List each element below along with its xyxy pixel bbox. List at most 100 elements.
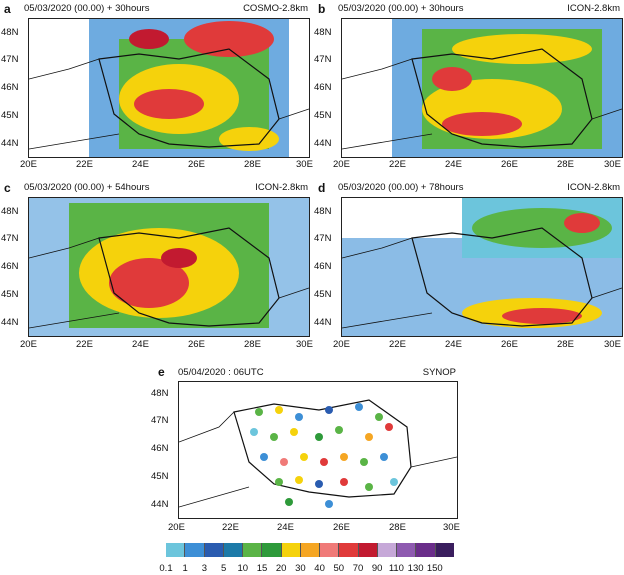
colorbar-label: 20 bbox=[275, 563, 287, 574]
colorbar-label: 0.1 bbox=[159, 563, 173, 574]
panel-c-title: 05/03/2020 (00.00) + 54hours bbox=[24, 182, 150, 193]
colorbar-label: 110 bbox=[388, 563, 404, 574]
panel-e-station-map bbox=[179, 399, 457, 508]
panel-b-lon-20: 20E bbox=[333, 159, 350, 170]
panel-e-lon-22: 22E bbox=[222, 522, 239, 533]
panel-d-letter: d bbox=[318, 181, 326, 195]
panel-b-lon-24: 24E bbox=[445, 159, 462, 170]
panel-e-lat-44: 44N bbox=[151, 499, 169, 510]
panel-e-lat-47: 47N bbox=[151, 415, 169, 426]
panel-e-title: 05/04/2020 : 06UTC bbox=[178, 367, 264, 378]
panel-e-lon-26: 26E bbox=[333, 522, 350, 533]
colorbar-swatch bbox=[435, 543, 454, 557]
panel-b-lat-46: 46N bbox=[314, 82, 332, 93]
panel-a-lat-46: 46N bbox=[1, 82, 19, 93]
colorbar-swatch bbox=[300, 543, 321, 557]
panel-d-lat-44: 44N bbox=[314, 317, 332, 328]
panel-d-lon-20: 20E bbox=[333, 339, 350, 350]
colorbar-swatch bbox=[397, 543, 417, 557]
panel-c-letter: c bbox=[4, 181, 11, 195]
colorbar-swatch bbox=[262, 543, 282, 557]
panel-d-lat-48: 48N bbox=[314, 206, 332, 217]
panel-b-lat-48: 48N bbox=[314, 27, 332, 38]
panel-e-lon-30: 30E bbox=[443, 522, 460, 533]
panel-c-map bbox=[28, 197, 310, 337]
panel-e-lat-45: 45N bbox=[151, 471, 169, 482]
panel-a-lat-48: 48N bbox=[1, 27, 19, 38]
panel-e-lat-46: 46N bbox=[151, 443, 169, 454]
panel-b-lon-30: 30E bbox=[604, 159, 621, 170]
panel-a-lon-20: 20E bbox=[20, 159, 37, 170]
colorbar-label: 150 bbox=[426, 563, 443, 574]
panel-c-lon-24: 24E bbox=[132, 339, 149, 350]
colorbar-swatch bbox=[223, 543, 244, 557]
panel-e-model: SYNOP bbox=[422, 367, 456, 378]
colorbar-swatch bbox=[281, 543, 301, 557]
panel-e-lon-24: 24E bbox=[277, 522, 294, 533]
panel-e-map bbox=[178, 381, 458, 519]
panel-d-map bbox=[341, 197, 623, 337]
colorbar-swatch bbox=[358, 543, 378, 557]
panel-c-precip-field bbox=[29, 198, 309, 336]
panel-d-title: 05/03/2020 (00.00) + 78hours bbox=[338, 182, 464, 193]
panel-a-lon-30: 30E bbox=[296, 159, 313, 170]
panel-d-lon-30: 30E bbox=[604, 339, 621, 350]
colorbar-swatch bbox=[416, 543, 436, 557]
panel-a-letter: a bbox=[4, 2, 11, 16]
panel-b-precip-field bbox=[342, 19, 622, 157]
colorbar-label: 30 bbox=[295, 563, 306, 574]
colorbar-label: 90 bbox=[371, 563, 383, 574]
colorbar-swatch bbox=[166, 543, 186, 557]
panel-b-lat-45: 45N bbox=[314, 110, 332, 121]
colorbar-label: 5 bbox=[220, 563, 227, 574]
panel-d-lon-26: 26E bbox=[501, 339, 518, 350]
panel-c-lon-26: 26E bbox=[188, 339, 205, 350]
panel-c-lon-30: 30E bbox=[296, 339, 313, 350]
panel-e-lat-48: 48N bbox=[151, 388, 169, 399]
panel-c-lon-22: 22E bbox=[76, 339, 93, 350]
panel-b-lon-22: 22E bbox=[389, 159, 406, 170]
panel-c-lat-48: 48N bbox=[1, 206, 19, 217]
colorbar-swatch bbox=[377, 543, 398, 557]
panel-d-lon-22: 22E bbox=[389, 339, 406, 350]
panel-b-title: 05/03/2020 (00.00) + 30hours bbox=[338, 3, 464, 14]
panel-c-lon-20: 20E bbox=[20, 339, 37, 350]
panel-a-lon-24: 24E bbox=[132, 159, 149, 170]
panel-c-lat-44: 44N bbox=[1, 317, 19, 328]
panel-c-lon-28: 28E bbox=[244, 339, 261, 350]
colorbar-label: 50 bbox=[333, 563, 345, 574]
panel-d-lat-46: 46N bbox=[314, 261, 332, 272]
colorbar-label: 3 bbox=[201, 563, 208, 574]
panel-e-letter: e bbox=[158, 365, 165, 379]
panel-d-lon-24: 24E bbox=[445, 339, 462, 350]
panel-c-model: ICON-2.8km bbox=[255, 182, 308, 193]
panel-a-lat-44: 44N bbox=[1, 138, 19, 149]
panel-a-map bbox=[28, 18, 310, 158]
panel-a-lon-28: 28E bbox=[244, 159, 261, 170]
panel-a-precip-field bbox=[29, 19, 309, 157]
panel-b-lat-44: 44N bbox=[314, 138, 332, 149]
colorbar-label: 130 bbox=[407, 563, 424, 574]
panel-e-lon-28: 28E bbox=[389, 522, 406, 533]
panel-b-letter: b bbox=[318, 2, 326, 16]
colorbar-label: 15 bbox=[256, 563, 268, 574]
colorbar-label: 1 bbox=[182, 563, 188, 574]
colorbar-label: 10 bbox=[237, 563, 249, 574]
panel-a-lon-26: 26E bbox=[188, 159, 205, 170]
panel-a-lat-45: 45N bbox=[1, 110, 19, 121]
panel-c-lat-45: 45N bbox=[1, 289, 19, 300]
panel-a-model: COSMO-2.8km bbox=[243, 3, 308, 14]
colorbar-label: 40 bbox=[314, 563, 325, 574]
panel-b-model: ICON-2.8km bbox=[567, 3, 620, 14]
panel-e-lon-20: 20E bbox=[168, 522, 185, 533]
panel-d-lat-47: 47N bbox=[314, 233, 332, 244]
panel-b-map bbox=[341, 18, 623, 158]
panel-d-lon-28: 28E bbox=[557, 339, 574, 350]
colorbar-swatch bbox=[243, 543, 263, 557]
panel-d-model: ICON-2.8km bbox=[567, 182, 620, 193]
panel-c-lat-47: 47N bbox=[1, 233, 19, 244]
panel-d-precip-field bbox=[342, 198, 622, 336]
colorbar-swatch bbox=[185, 543, 205, 557]
colorbar bbox=[166, 543, 454, 557]
panel-c-lat-46: 46N bbox=[1, 261, 19, 272]
